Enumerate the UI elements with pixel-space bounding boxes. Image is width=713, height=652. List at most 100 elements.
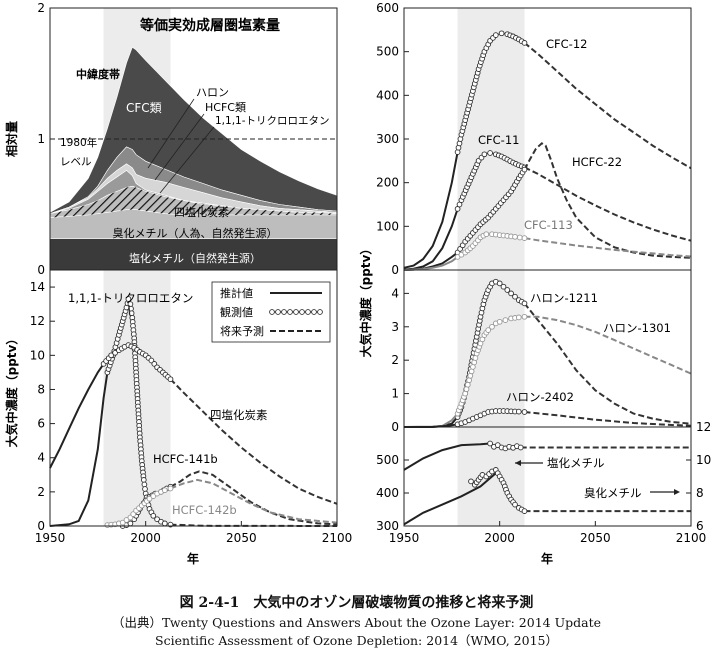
y-tick-label: 4 [37,451,45,465]
ur-series-3-observed-marker [521,166,528,173]
label-halon2402: ハロン-2402 [506,390,574,404]
mr-series-2-observed-marker [496,318,503,325]
mid-right-series [403,278,692,428]
ll-series-4-observed-marker [167,485,174,492]
ll-series-1-observed-marker [150,512,157,519]
label-ch3br-line: 臭化メチル [584,486,642,500]
label-halon: ハロン [196,86,229,99]
ll-series-1-observed-marker [154,516,160,523]
bottom-right-x-ticks: 1950 2000 2050 2100 [389,521,706,545]
lower-left-x-ticks: 1950 2000 2050 2100 [35,521,353,545]
eesc-y-label: 相対量 [4,121,19,157]
upper-right-panel: 0 100 200 300 400 500 600 CFC-12 CFC-11 HCFC-2… [358,1,692,358]
label-tca: 1,1,1-トリクロロエタン [215,115,330,127]
figure: 012 等価実効成層圏塩素量 中緯度帯 CFC類 ハロン HCFC類 1,1,1… [4,1,711,566]
ur-series-1-observed-marker [521,40,528,46]
ur-series-4-observed-marker [521,235,528,241]
ll-series-4-observed-marker [130,511,137,517]
ll-series-4-observed-marker [161,487,168,494]
legend-observed-marker [275,309,281,315]
y-tick-label: 8 [37,382,45,396]
x-tick-label: 2100 [322,531,353,545]
ur-series-2-future-line [524,166,692,242]
y-tick-label: 0 [37,519,45,533]
ll-series-1-observed-marker [161,520,168,527]
ur-series-1-observed-marker [498,30,505,37]
br-series-1-observed-marker [487,440,493,447]
legend-observed-marker [281,309,287,315]
ur-series-1-future-line [523,42,692,170]
ll-series-4-observed-marker [150,493,157,499]
legend-observed-marker [287,309,293,315]
mr-series-3-future-line [524,411,692,427]
ur-series-4-observed-marker [516,234,523,241]
label-111-tca: 1,1,1-トリクロロエタン [68,291,193,305]
eesc-subtitle: 中緯度帯 [76,67,120,81]
y-tick-label: 2 [37,1,45,15]
leader-halon [147,98,195,169]
figure-caption-source-2: Scientific Assessment of Ozone Depletion… [155,633,558,648]
figure-caption-title: 図 2-4-1 大気中のオゾン層破壊物質の推移と将来予測 [179,595,534,611]
label-hcfc142b: HCFC-142b [172,503,237,517]
mr-series-1-observed-marker [500,283,507,290]
legend-observed-marker [311,309,317,315]
y2-tick-label: 12 [696,420,711,434]
y-tick-label: 0 [391,420,399,434]
mr-series-3-observed-marker [515,408,522,415]
y2-tick-label: 8 [696,486,704,500]
label-hcfc141b: HCFC-141b [153,452,218,466]
mr-series-2-observed-marker [485,327,492,333]
mr-series-2-observed-marker [489,323,495,330]
lower-left-y-label: 大気中濃度（pptv） [4,333,19,448]
legend-observed-marker [293,309,299,315]
label-cfc: CFC類 [126,101,162,115]
mr-series-1-observed-marker [512,293,518,300]
arrow-ch3cl-head [515,460,521,466]
ur-series-4-observed-marker [512,233,518,240]
label-ch3cl-line: 塩化メチル [547,456,605,470]
mr-series-1-observed-marker [521,300,528,307]
legend-observed-marker [299,309,305,315]
legend-future-label: 将来予測 [220,324,264,338]
y-tick-label: 500 [376,45,399,59]
legend-estimate-label: 推計値 [220,286,253,300]
br-series-1-observed-marker [517,444,524,451]
legend-observed-marker [317,309,323,315]
y-tick-label: 12 [30,314,45,328]
lower-right-x-label: 年 [541,551,553,566]
legend-observed-marker [305,309,311,315]
lower-left-series [49,296,338,529]
ur-series-1-observed-marker [492,32,499,38]
ur-series-4-estimate-line [403,256,459,271]
legend-observed-markers [269,309,323,315]
ll-series-2-estimate-line [49,363,105,469]
x-tick-label: 2000 [484,531,515,545]
label-cfc12: CFC-12 [546,37,587,51]
y-tick-label: 200 [376,176,399,190]
ll-series-1-estimate-line [49,372,109,527]
ll-series-2-future-line [169,378,338,505]
ll-series-2-observed-marker [108,352,115,359]
br-series-2-observed-marker [468,478,474,485]
y-tick-label: 400 [376,88,399,102]
y-tick-label: 4 [391,286,399,300]
ll-series-4-future-line [170,478,338,524]
lower-left-frame [49,269,338,527]
ur-series-2-observed-marker [487,150,493,156]
br-series-2-observed-marker [512,501,518,508]
bottom-right-series [403,440,691,526]
ll-series-3-future-line [170,470,338,526]
label-hcfc: HCFC類 [205,101,246,114]
mr-series-3-observed-marker [521,409,528,415]
ll-series-4-observed-marker [146,495,153,502]
ll-series-1-observed-marker [141,481,148,488]
legend-observed-label: 観測値 [220,305,253,319]
x-tick-label: 1950 [389,531,420,545]
upper-right-y-label: 大気中濃度（pptv） [358,243,373,358]
ll-series-4-observed-marker [123,517,130,523]
label-ccl4-line: 四塩化炭素 [210,408,268,422]
lower-left-x-label: 年 [187,551,199,566]
x-tick-label: 2050 [226,531,257,545]
mid-right-y-ticks: 0 1 2 3 4 [391,286,409,434]
